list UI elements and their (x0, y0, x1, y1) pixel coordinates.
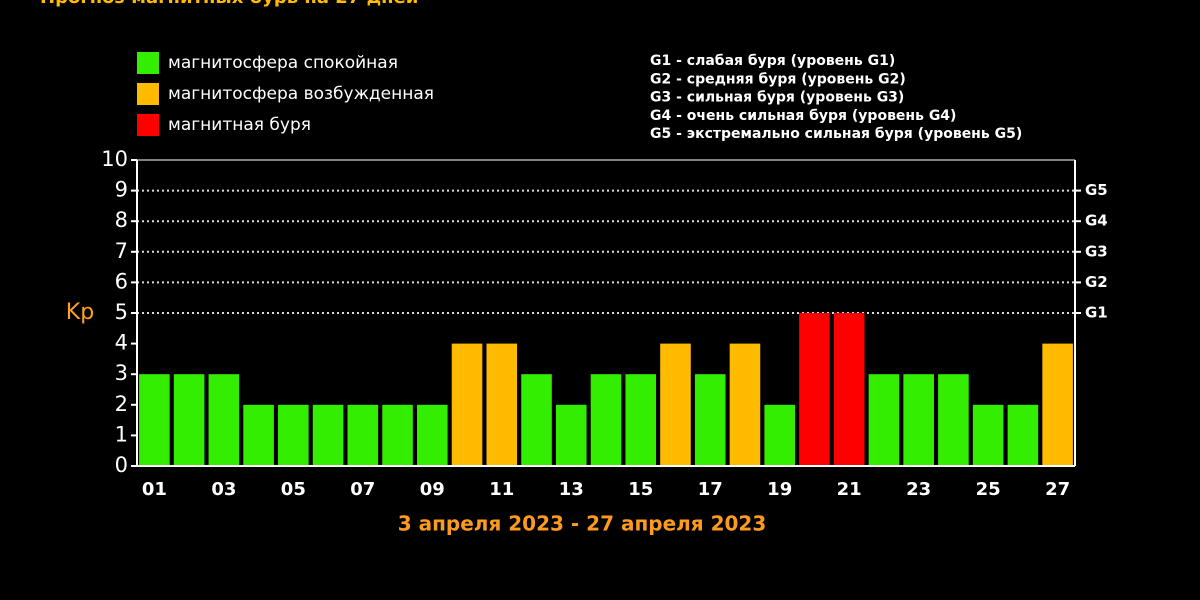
y-tick-label: 6 (115, 269, 128, 293)
bar (764, 404, 795, 466)
bar (799, 313, 830, 466)
g-note: G5 - экстремально сильная буря (уровень … (650, 126, 1022, 142)
y2-tick-label: G1 (1085, 304, 1108, 322)
y-tick-label: 3 (115, 361, 128, 385)
bar (903, 374, 934, 466)
bar (347, 404, 379, 466)
bar (173, 374, 205, 466)
bar (139, 374, 170, 466)
bar (1007, 404, 1039, 466)
y2-tick-label: G2 (1085, 273, 1108, 291)
x-tick-label: 13 (559, 479, 584, 500)
bar (938, 374, 969, 466)
y2-tick-label: G3 (1085, 242, 1108, 260)
bar (521, 374, 552, 466)
bar (972, 404, 1004, 466)
x-tick-label: 09 (420, 479, 445, 500)
bar (382, 404, 413, 466)
bar (868, 374, 900, 466)
x-tick-label: 05 (281, 479, 306, 500)
x-tick-label: 27 (1045, 479, 1070, 500)
bar (660, 343, 691, 466)
y-tick-label: 8 (115, 208, 128, 232)
bar (1042, 343, 1073, 466)
x-tick-label: 11 (489, 479, 514, 500)
x-tick-label: 25 (976, 479, 1001, 500)
g-note: G3 - сильная буря (уровень G3) (650, 90, 904, 106)
bar (555, 404, 587, 466)
x-tick-label: 15 (628, 479, 653, 500)
bar (243, 404, 274, 466)
bar (625, 374, 657, 466)
bar (278, 404, 309, 466)
g-note: G4 - очень сильная буря (уровень G4) (650, 108, 956, 124)
bar (590, 374, 622, 466)
y-tick-label: 10 (101, 147, 128, 171)
x-tick-label: 03 (211, 479, 236, 500)
x-tick-label: 21 (837, 479, 862, 500)
y2-tick-label: G5 (1085, 181, 1108, 199)
bar (417, 404, 448, 466)
chart-subtitle: 3 апреля 2023 - 27 апреля 2023 (398, 512, 767, 536)
y-tick-label: 1 (115, 422, 128, 446)
bar (312, 404, 344, 466)
chart-title: Прогноз магнитных бурь на 27 дней (40, 0, 418, 8)
x-tick-label: 19 (767, 479, 792, 500)
y-tick-label: 4 (115, 331, 128, 355)
bar (486, 343, 518, 466)
bar (451, 343, 483, 466)
legend-swatch (137, 83, 159, 105)
legend-label: магнитосфера возбужденная (168, 84, 434, 104)
y-tick-label: 0 (115, 453, 128, 477)
x-tick-label: 01 (142, 479, 167, 500)
y2-tick-label: G4 (1085, 212, 1108, 230)
y-axis-label: Kp (66, 300, 94, 325)
g-note: G2 - средняя буря (уровень G2) (650, 71, 906, 87)
bar (208, 374, 240, 466)
bar (729, 343, 761, 466)
g-note: G1 - слабая буря (уровень G1) (650, 53, 895, 69)
x-tick-label: 07 (350, 479, 375, 500)
y-tick-label: 5 (115, 300, 128, 324)
bar (833, 313, 865, 466)
y-tick-label: 7 (115, 239, 128, 263)
x-tick-label: 17 (698, 479, 723, 500)
legend-swatch (137, 114, 159, 136)
bar (694, 374, 726, 466)
legend-label: магнитная буря (168, 115, 311, 135)
y-tick-label: 9 (115, 178, 128, 202)
legend-label: магнитосфера спокойная (168, 53, 398, 73)
x-tick-label: 23 (906, 479, 931, 500)
y-tick-label: 2 (115, 392, 128, 416)
legend-swatch (137, 52, 159, 74)
